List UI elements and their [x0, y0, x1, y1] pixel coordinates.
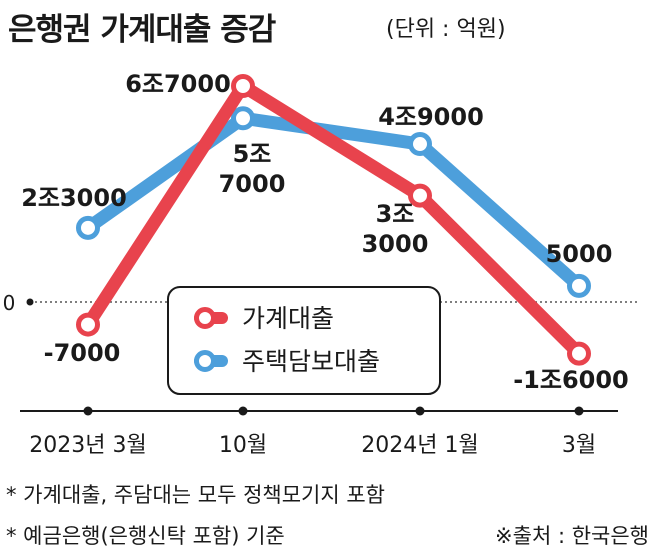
data-label: -7000 — [44, 339, 121, 367]
source-note: ※출처 : 한국은행 — [495, 524, 649, 548]
data-point — [76, 312, 100, 337]
data-label: 4조9000 — [378, 103, 484, 131]
legend-label: 주택담보대출 — [242, 347, 380, 376]
data-label: -1조6000 — [513, 366, 629, 394]
x-tick-label: 2023년 3월 — [29, 433, 146, 458]
data-label: 2조3000 — [21, 184, 127, 212]
data-point — [231, 74, 255, 98]
x-tick-dot — [574, 406, 584, 416]
chart-title: 은행권 가계대출 증감 — [8, 12, 276, 48]
x-tick-dot — [238, 406, 248, 416]
legend-box — [167, 286, 441, 395]
footnote-2: * 예금은행(은행신탁 포함) 기준 — [6, 524, 285, 548]
zero-dot — [26, 298, 34, 306]
unit-label: (단위 : 억원) — [386, 17, 506, 42]
footnote-1: * 가계대출, 주담대는 모두 정책모기지 포함 — [6, 483, 385, 507]
legend-marker — [194, 350, 216, 372]
data-label: 5조 7000 — [219, 140, 286, 198]
data-label: 3조 3000 — [362, 200, 429, 258]
zero-label: 0 — [3, 291, 16, 315]
data-point — [231, 106, 255, 131]
x-tick-label: 10월 — [219, 433, 267, 458]
series-line — [81, 111, 586, 293]
data-label: 5000 — [546, 240, 613, 268]
legend-label: 가계대출 — [242, 304, 334, 333]
data-label: 6조7000 — [125, 70, 231, 98]
x-tick-label: 3월 — [562, 433, 596, 458]
x-tick-label: 2024년 1월 — [361, 433, 478, 458]
data-point — [408, 183, 432, 208]
data-point — [567, 341, 591, 366]
data-point — [408, 132, 432, 157]
data-point — [76, 215, 100, 240]
data-point — [567, 273, 591, 298]
x-tick-dot — [83, 406, 93, 416]
series-line — [81, 79, 586, 361]
legend-marker — [194, 307, 216, 329]
x-tick-dot — [415, 406, 425, 416]
